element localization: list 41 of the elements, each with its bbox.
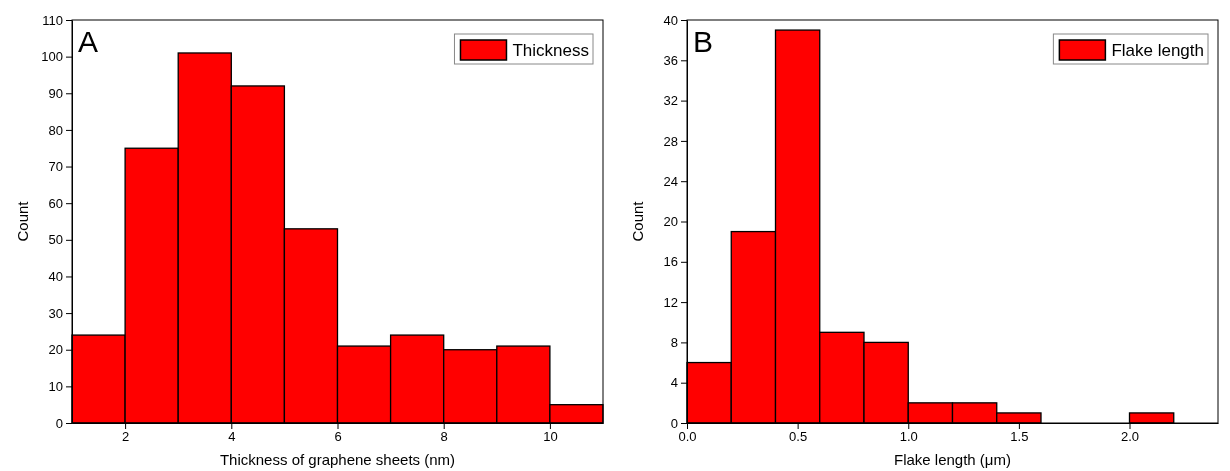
annotation: B bbox=[693, 25, 714, 58]
y-tick-label: 70 bbox=[48, 159, 63, 175]
y-tick-label: 32 bbox=[663, 93, 678, 109]
y-tick-label: 0 bbox=[55, 415, 63, 431]
annotation: A bbox=[78, 25, 99, 58]
y-axis-title: Count bbox=[629, 200, 646, 242]
y-tick-label: 36 bbox=[663, 52, 678, 68]
x-tick-label: 6 bbox=[334, 429, 342, 445]
x-axis-title: Flake length (μm) bbox=[893, 451, 1012, 468]
y-tick-label: 80 bbox=[48, 122, 63, 138]
y-tick-label: 16 bbox=[663, 254, 678, 270]
x-tick-label: 4 bbox=[228, 429, 236, 445]
x-tick-label: 8 bbox=[440, 429, 448, 445]
y-tick-label: 40 bbox=[663, 12, 678, 28]
x-tick-label: 2.0 bbox=[1120, 429, 1140, 445]
legend-label: Thickness bbox=[512, 41, 589, 60]
y-tick-label: 110 bbox=[42, 12, 63, 28]
y-tick-label: 4 bbox=[670, 375, 678, 391]
x-tick-label: 0.0 bbox=[678, 429, 697, 445]
y-tick-label: 28 bbox=[663, 133, 678, 149]
y-tick-label: 20 bbox=[663, 214, 678, 230]
y-tick-label: 90 bbox=[48, 85, 63, 101]
x-tick-label: 1.5 bbox=[1010, 429, 1029, 445]
x-tick-label: 10 bbox=[543, 429, 558, 445]
y-tick-label: 40 bbox=[48, 269, 63, 285]
y-tick-label: 24 bbox=[663, 173, 678, 189]
legend-label: Flake length bbox=[1111, 41, 1204, 60]
y-axis-title: Count bbox=[14, 200, 31, 242]
y-tick-label: 12 bbox=[663, 294, 678, 310]
y-tick-label: 10 bbox=[48, 379, 63, 395]
x-tick-label: 1.0 bbox=[899, 429, 918, 445]
y-tick-label: 30 bbox=[48, 305, 63, 321]
y-tick-label: 50 bbox=[48, 232, 63, 248]
y-tick-label: 0 bbox=[670, 415, 678, 431]
x-tick-label: 2 bbox=[121, 429, 130, 445]
y-tick-label: 100 bbox=[41, 49, 63, 65]
x-axis-title: Thickness of graphene sheets (nm) bbox=[219, 451, 456, 468]
x-tick-label: 0.5 bbox=[789, 429, 808, 445]
y-tick-label: 60 bbox=[48, 195, 63, 211]
y-tick-label: 8 bbox=[670, 335, 678, 351]
y-tick-label: 20 bbox=[48, 342, 63, 358]
